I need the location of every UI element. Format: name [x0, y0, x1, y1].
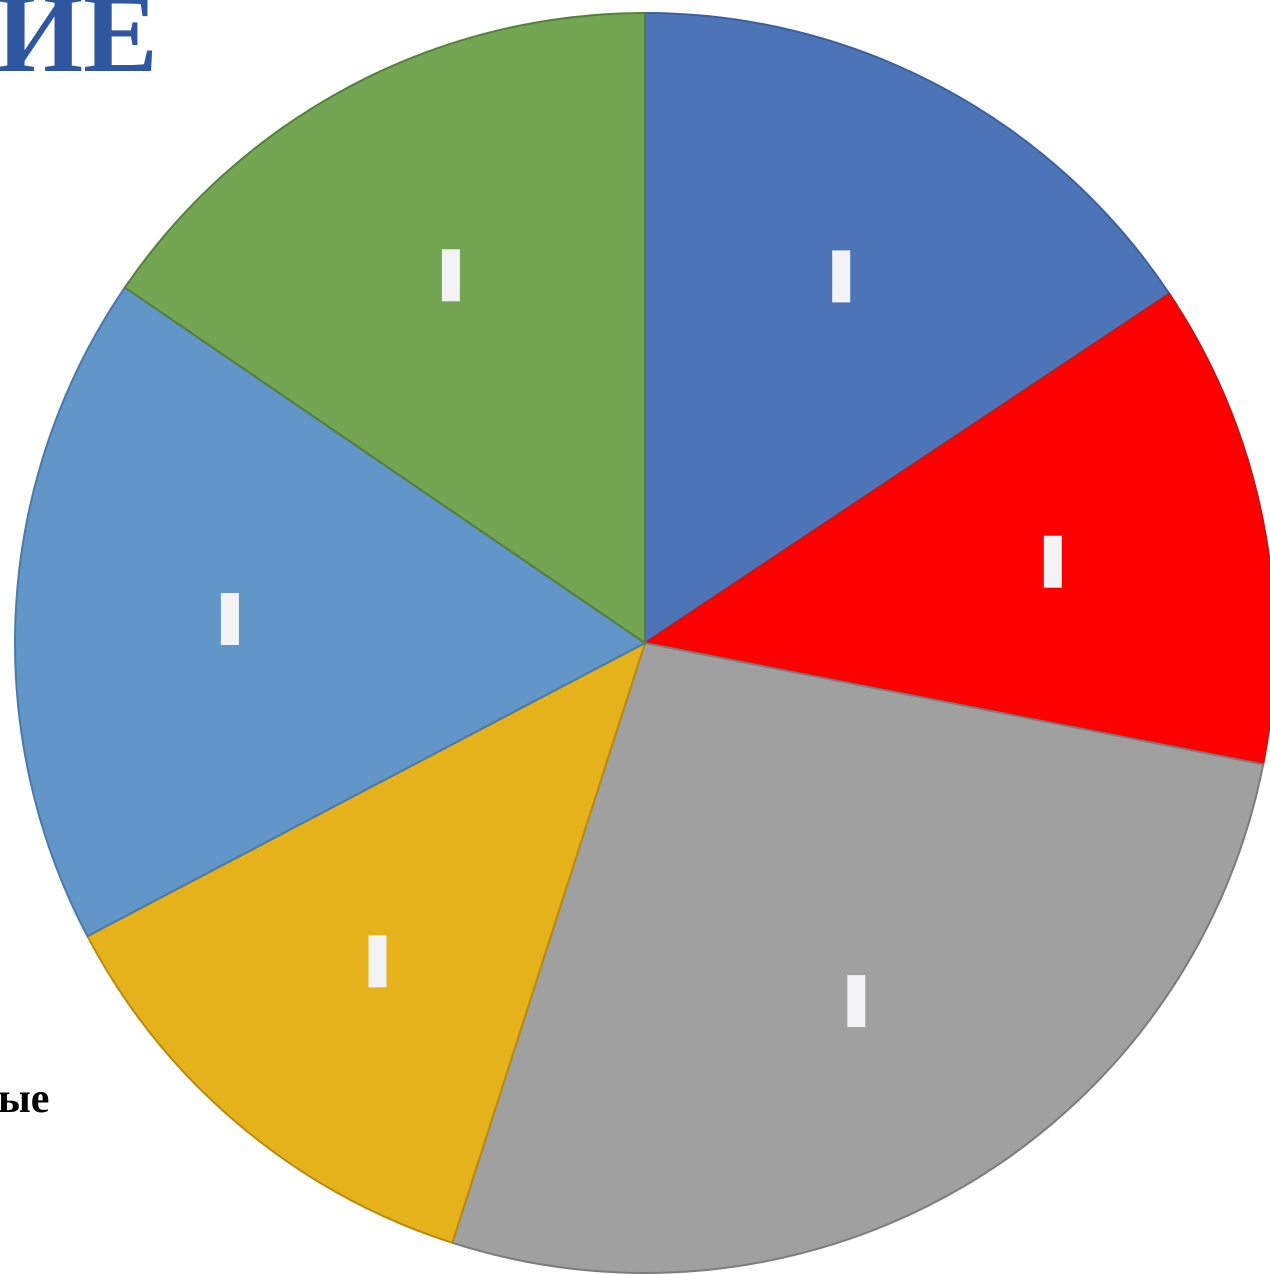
data-label-1: [832, 250, 851, 303]
pie-slices: [14, 11, 1270, 1274]
pie-slice-5: [14, 286, 647, 938]
pie-slice-3: [451, 641, 1265, 1274]
page-title: ИЕ: [0, 0, 158, 96]
pie-slice-6: [123, 11, 646, 645]
pie-slice-2: [642, 292, 1270, 766]
pie-slice-1: [644, 11, 1171, 645]
data-label-5: [220, 593, 239, 645]
data-label-3: [847, 975, 866, 1028]
pie-data-labels: [220, 249, 1062, 1028]
data-label-6: [441, 249, 460, 302]
data-label-2: [1043, 535, 1062, 588]
data-label-4: [368, 935, 387, 988]
pie-slice-4: [86, 640, 647, 1245]
side-label: ые: [0, 1076, 50, 1122]
